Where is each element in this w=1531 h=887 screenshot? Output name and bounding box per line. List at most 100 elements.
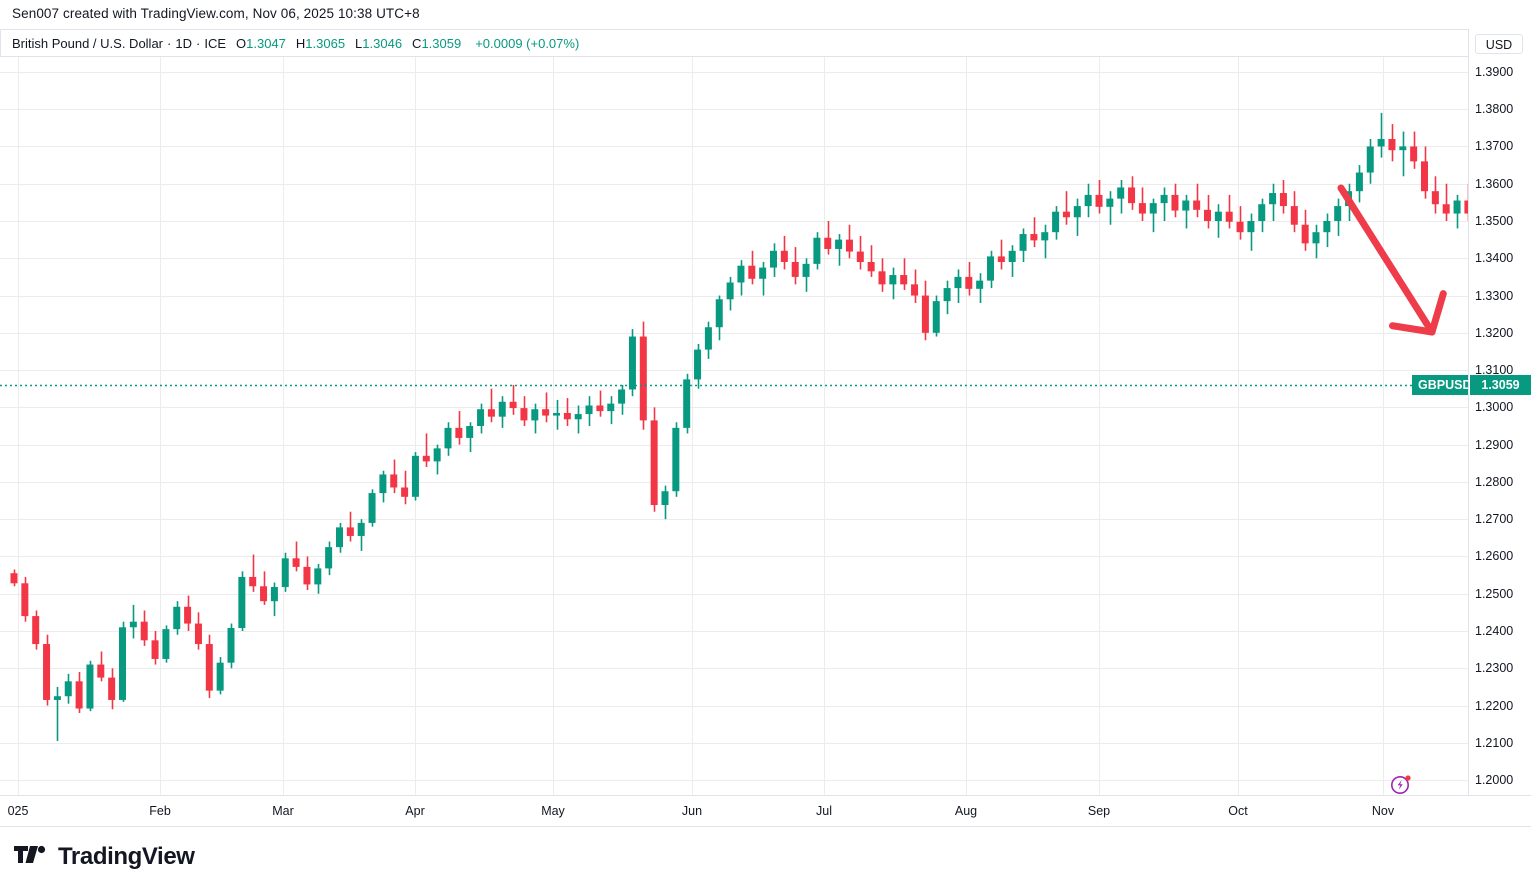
- candle: [1464, 183, 1468, 221]
- time-tick: May: [541, 804, 565, 818]
- candle: [1214, 204, 1222, 238]
- candle: [1225, 194, 1233, 229]
- price-tick: 1.3900: [1475, 64, 1514, 79]
- candle: [726, 276, 734, 311]
- chart-plot-area[interactable]: [0, 57, 1468, 795]
- candle: [249, 554, 257, 592]
- time-tick: Aug: [954, 804, 978, 818]
- drawing-annotations[interactable]: [1337, 184, 1447, 336]
- candle: [173, 601, 181, 635]
- current-price-chip: 1.3059: [1470, 375, 1531, 396]
- candle: [607, 396, 615, 425]
- candle: [596, 390, 604, 417]
- candle: [97, 651, 105, 682]
- candle: [401, 470, 409, 505]
- candle: [53, 686, 61, 741]
- candle: [856, 235, 864, 270]
- candle: [921, 280, 929, 341]
- candle: [357, 519, 365, 551]
- legend-interval[interactable]: 1D: [175, 35, 192, 51]
- candle: [1410, 131, 1418, 169]
- legend-low-label: L: [355, 35, 363, 51]
- legend-open-value: 1.3047: [246, 35, 286, 51]
- candle: [976, 273, 984, 303]
- price-tick: 1.2500: [1475, 586, 1514, 601]
- currency-chip[interactable]: USD: [1475, 34, 1523, 54]
- candle: [1204, 194, 1211, 229]
- candle: [1269, 183, 1277, 221]
- attribution-text: Sen007 created with TradingView.com, Nov…: [0, 0, 1531, 29]
- candle: [889, 267, 897, 300]
- candle: [932, 295, 940, 337]
- legend-close-value: 1.3059: [421, 35, 462, 51]
- candle: [411, 452, 419, 501]
- candle: [520, 396, 528, 426]
- candle: [802, 258, 810, 292]
- candle: [618, 385, 626, 415]
- downtrend-arrow[interactable]: [1337, 184, 1447, 336]
- footer: TradingView: [0, 827, 1531, 887]
- legend-symbol-name[interactable]: British Pound / U.S. Dollar: [12, 35, 164, 51]
- candle: [379, 470, 387, 503]
- candle: [1377, 112, 1385, 158]
- candle: [585, 396, 593, 426]
- candle: [1160, 187, 1168, 221]
- candle: [509, 385, 517, 415]
- candle: [477, 403, 485, 434]
- candle: [1019, 228, 1027, 262]
- candle: [1138, 187, 1146, 221]
- time-tick: Mar: [272, 804, 294, 818]
- candle: [1431, 176, 1439, 214]
- candle: [704, 321, 712, 359]
- candle: [1366, 139, 1374, 184]
- price-tick: 1.3700: [1475, 139, 1514, 154]
- time-tick: Feb: [149, 804, 171, 818]
- candle: [748, 250, 756, 285]
- candle: [1421, 146, 1428, 199]
- price-tick: 1.2300: [1475, 661, 1514, 676]
- candle: [987, 250, 994, 289]
- candle: [780, 235, 788, 270]
- candle: [1149, 198, 1157, 233]
- candle: [1355, 165, 1363, 203]
- price-tick: 1.2200: [1475, 698, 1514, 713]
- time-tick: Nov: [1371, 804, 1395, 818]
- candle: [129, 604, 137, 639]
- candle: [1041, 224, 1049, 259]
- candle: [1030, 217, 1038, 248]
- candle: [64, 673, 72, 704]
- candle: [824, 221, 832, 255]
- realtime-lightning-icon[interactable]: [1390, 773, 1412, 795]
- candle: [553, 399, 560, 430]
- candle: [1106, 191, 1114, 225]
- candle: [650, 407, 658, 512]
- price-tick: 1.2400: [1475, 624, 1514, 638]
- time-tick: Apr: [405, 804, 425, 818]
- candle: [43, 634, 51, 706]
- candle: [1279, 180, 1287, 214]
- horizontal-gridlines: [0, 72, 1468, 781]
- candle: [1388, 124, 1396, 162]
- candle: [574, 405, 582, 434]
- candle: [108, 668, 116, 710]
- candle: [1073, 198, 1081, 236]
- candle: [1323, 213, 1331, 248]
- tradingview-wordmark: TradingView: [58, 843, 195, 870]
- candle: [140, 610, 148, 646]
- candle: [759, 262, 767, 296]
- candle: [444, 422, 452, 456]
- price-line-symbol-tag: GBPUSD: [1412, 375, 1478, 396]
- candle: [1247, 213, 1255, 251]
- price-tick: 1.3800: [1475, 102, 1514, 117]
- candle: [1117, 180, 1125, 214]
- legend-separator-2: ·: [195, 35, 201, 51]
- candle: [466, 422, 474, 453]
- candle: [162, 625, 170, 663]
- price-tick: 1.2600: [1475, 549, 1514, 564]
- candle: [32, 610, 40, 650]
- price-scale[interactable]: USD 1.3900 1.3800 1.3700 1.3600 1.3500 1.3400…: [1468, 29, 1531, 795]
- time-scale[interactable]: 025 Feb Mar Apr May Jun Jul Aug Sep Oct Nov: [0, 795, 1531, 827]
- candle: [1182, 194, 1190, 229]
- candle: [270, 582, 278, 617]
- candle: [422, 433, 430, 467]
